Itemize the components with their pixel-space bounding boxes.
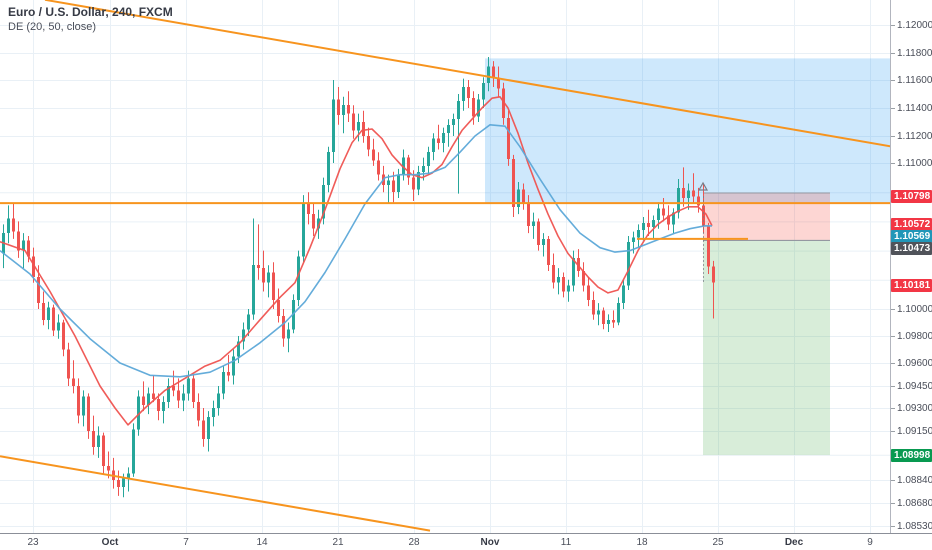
axis-tick <box>891 108 895 109</box>
position-arrow-marker <box>697 181 709 191</box>
price-axis-label: 1.08680 <box>891 498 932 509</box>
price-axis-label: 1.12000 <box>891 20 932 31</box>
time-axis-label: 21 <box>332 537 344 548</box>
price-label-red: 1.10798 <box>891 190 932 203</box>
candles-series <box>2 57 715 498</box>
axis-tick <box>891 386 895 387</box>
axis-tick <box>891 53 895 54</box>
symbol-title[interactable]: Euro / U.S. Dollar, 240, FXCM <box>8 5 173 19</box>
upper-descending-trendline <box>44 0 890 148</box>
axis-tick <box>891 526 895 527</box>
price-axis-label: 1.11200 <box>891 131 932 142</box>
time-axis-label: 9 <box>867 537 873 548</box>
price-axis-label: 1.08530 <box>891 521 932 532</box>
axis-tick <box>891 363 895 364</box>
price-label-red: 1.10181 <box>891 279 932 292</box>
price-axis-label: 1.09450 <box>891 381 932 392</box>
axis-tick <box>891 80 895 81</box>
axis-tick <box>891 163 895 164</box>
price-axis-label: 1.10000 <box>891 304 932 315</box>
price-axis-label: 1.09300 <box>891 403 932 414</box>
price-axis-label: 1.09600 <box>891 358 932 369</box>
price-axis-label: 1.11000 <box>891 158 932 169</box>
price-axis-label: 1.09150 <box>891 426 932 437</box>
time-axis-label: 14 <box>256 537 268 548</box>
lower-descending-trendline <box>0 455 431 532</box>
axis-tick <box>891 431 895 432</box>
price-chart-canvas[interactable] <box>0 0 890 533</box>
indicator-title[interactable]: DE (20, 50, close) <box>8 21 97 33</box>
time-axis-label: 28 <box>408 537 420 548</box>
short-stop-zone <box>703 192 830 240</box>
price-label-green: 1.08998 <box>891 449 932 462</box>
axis-tick <box>891 309 895 310</box>
time-axis-label: 7 <box>183 537 189 548</box>
axis-tick <box>891 336 895 337</box>
ma-50-line <box>0 124 713 378</box>
axis-tick <box>891 408 895 409</box>
price-axis-label: 1.11600 <box>891 75 932 86</box>
price-axis-label: 1.11400 <box>891 103 932 114</box>
price-label-red: 1.10572 <box>891 218 932 231</box>
time-axis-label: Nov <box>480 537 500 548</box>
time-axis-label: 18 <box>636 537 648 548</box>
price-axis[interactable]: 1.12000 1.11800 1.11600 1.11400 1.11200 1.110… <box>890 0 932 533</box>
short-target-zone <box>703 239 830 456</box>
time-axis[interactable]: 23 Oct 7 14 21 28 Nov 11 18 25 Dec 9 <box>0 533 932 550</box>
axis-tick <box>891 136 895 137</box>
price-label-cyan: 1.10569 <box>891 230 932 243</box>
chart-legend: Euro / U.S. Dollar, 240, FXCM DE (20, 50… <box>8 5 173 35</box>
time-axis-label: 11 <box>560 537 572 548</box>
price-label-gray: 1.10473 <box>891 242 932 255</box>
price-axis-label: 1.11800 <box>891 48 932 59</box>
axis-tick <box>891 480 895 481</box>
price-axis-label: 1.09800 <box>891 331 932 342</box>
time-axis-label: 23 <box>27 537 39 548</box>
price-axis-label: 1.08840 <box>891 475 932 486</box>
resistance-zone <box>485 58 890 204</box>
time-axis-label: Dec <box>784 537 804 548</box>
axis-tick <box>891 503 895 504</box>
time-axis-label: Oct <box>101 537 119 548</box>
time-axis-label: 25 <box>712 537 724 548</box>
axis-tick <box>891 25 895 26</box>
